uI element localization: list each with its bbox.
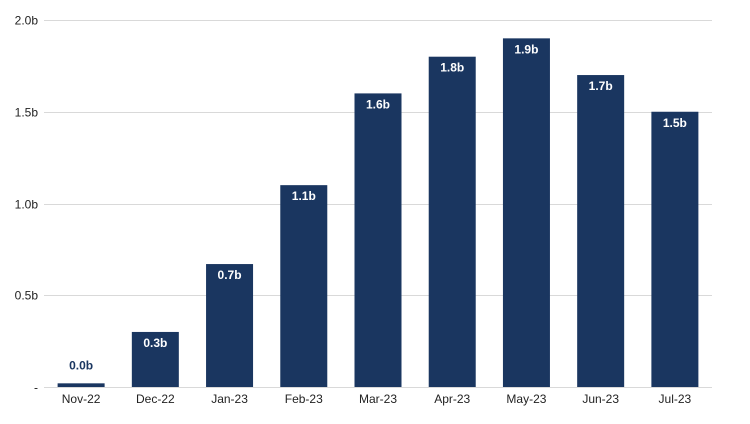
y-tick-label: 1.5b <box>15 106 39 120</box>
bar-value-label: 0.7b <box>218 268 242 282</box>
bar <box>502 38 550 387</box>
bar-value-label: 0.3b <box>143 336 167 350</box>
bar <box>280 185 328 387</box>
y-axis: - 0.5b 1.0b 1.5b 2.0b <box>15 14 39 395</box>
x-tick-label: Apr-23 <box>434 392 470 406</box>
bar-value-labels: 0.0b 0.3b 0.7b 1.1b 1.6b 1.8b 1.9b 1.7b 1.5b <box>69 42 687 372</box>
x-tick-label: Jul-23 <box>659 392 692 406</box>
bar <box>577 75 625 388</box>
x-tick-label: Feb-23 <box>285 392 323 406</box>
bar-value-label: 1.1b <box>292 189 316 203</box>
bar-value-label: 1.9b <box>514 42 538 56</box>
x-tick-label: Jan-23 <box>211 392 248 406</box>
x-tick-label: Mar-23 <box>359 392 397 406</box>
x-tick-label: Nov-22 <box>62 392 101 406</box>
bar-value-label: 1.6b <box>366 97 390 111</box>
x-tick-label: Jun-23 <box>582 392 619 406</box>
y-tick-label: 0.5b <box>15 289 39 303</box>
y-tick-label: - <box>34 381 38 395</box>
y-tick-label: 2.0b <box>15 14 39 28</box>
bar-value-label: 1.8b <box>440 61 464 75</box>
bar <box>57 383 105 387</box>
bar <box>354 93 402 388</box>
x-axis: Nov-22 Dec-22 Jan-23 Feb-23 Mar-23 Apr-23 May-… <box>62 392 692 406</box>
bar-value-label: 1.5b <box>663 116 687 130</box>
bar <box>651 111 699 387</box>
bar <box>131 331 179 387</box>
bar <box>206 264 254 387</box>
bars <box>57 38 699 388</box>
y-tick-label: 1.0b <box>15 198 39 212</box>
bar <box>428 56 476 387</box>
x-tick-label: May-23 <box>506 392 546 406</box>
x-tick-label: Dec-22 <box>136 392 175 406</box>
bar-value-label: 1.7b <box>589 79 613 93</box>
bar-value-label: 0.0b <box>69 358 93 372</box>
